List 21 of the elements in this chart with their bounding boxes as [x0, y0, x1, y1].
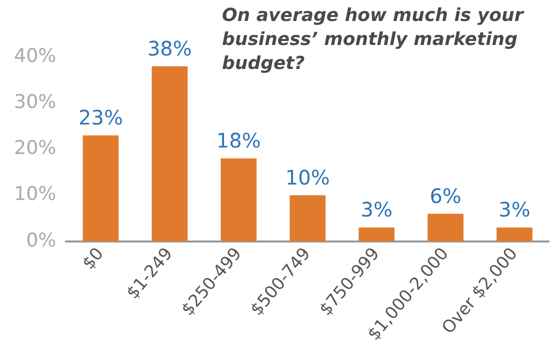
data-label: 38%: [147, 36, 192, 60]
bar: [220, 158, 257, 242]
y-tick-label: 20%: [14, 137, 56, 160]
y-tick-label: 30%: [14, 91, 56, 114]
data-label: 3%: [498, 198, 530, 222]
bar: [82, 135, 119, 242]
y-tick-label: 10%: [14, 183, 56, 206]
bar: [152, 66, 188, 242]
y-tick-label: 40%: [14, 44, 56, 67]
data-label: 23%: [78, 106, 123, 130]
data-label: 6%: [430, 184, 462, 208]
x-tick-label: $0: [78, 244, 108, 274]
y-tick-label: 0%: [26, 229, 56, 252]
data-label: 3%: [360, 198, 392, 222]
bar: [290, 195, 326, 242]
chart-title: On average how much is your business’ monthly marketing budget?: [222, 4, 526, 76]
bar: [358, 228, 395, 242]
data-label: 10%: [285, 165, 330, 190]
data-label: 18%: [216, 128, 261, 153]
bar: [496, 228, 532, 242]
bar: [428, 214, 464, 242]
